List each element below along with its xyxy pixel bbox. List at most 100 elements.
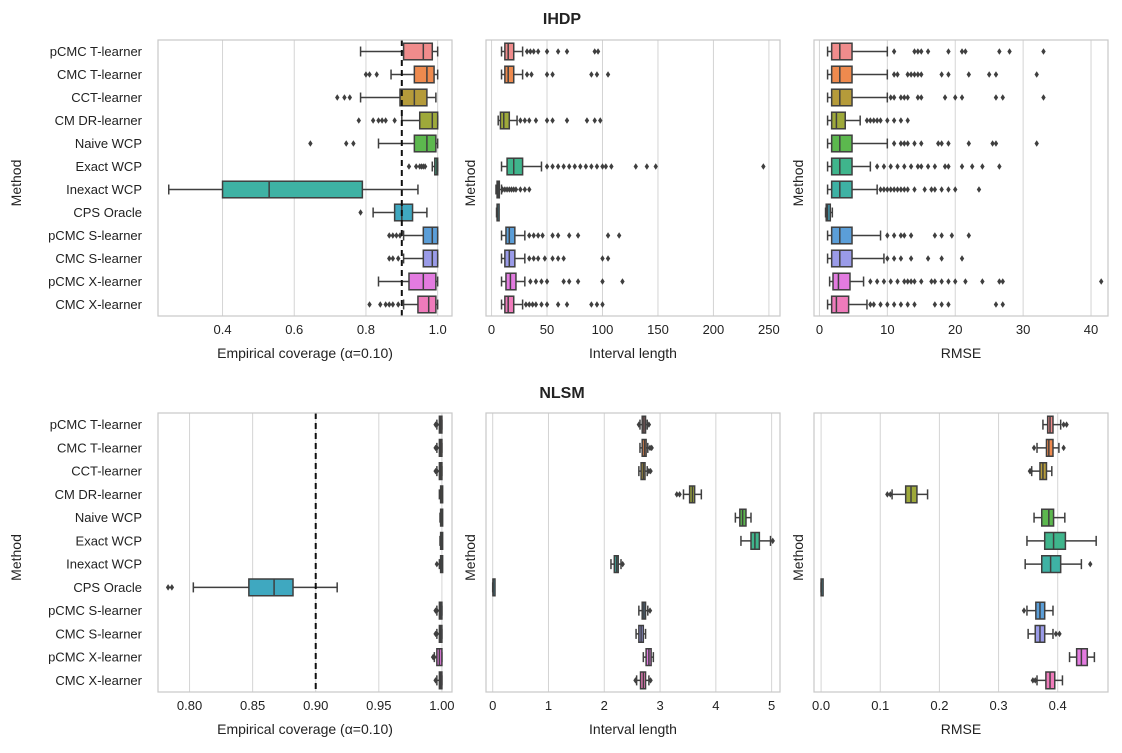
outlier-point [912, 186, 917, 193]
outlier-point [528, 278, 533, 285]
outlier-point [912, 301, 917, 308]
outlier-point [963, 48, 968, 55]
outlier-point [647, 607, 653, 614]
outlier-point [1021, 607, 1027, 614]
box-pcmc-t-learner [826, 42, 1046, 61]
outlier-point [434, 630, 440, 638]
outlier-point [912, 71, 917, 78]
outlier-point [1000, 301, 1005, 308]
panel-0: 0.4 0.6 0.8 1.0 Empirical coverage (α=0.10) p… [8, 39, 453, 361]
outlier-point [1099, 278, 1104, 285]
method-label: CMC T-learner [57, 67, 143, 82]
x-tick-label: 1 [545, 698, 552, 713]
x-tick-label: 40 [1084, 322, 1098, 337]
outlier-point [908, 163, 914, 170]
x-axis-label: RMSE [941, 345, 981, 361]
outlier-point [993, 301, 999, 308]
outlier-point [908, 278, 914, 285]
outlier-point [504, 186, 510, 193]
outlier-point [925, 163, 931, 170]
outlier-point [605, 255, 611, 262]
outlier-point [919, 48, 924, 55]
method-label: Inexact WCP [66, 182, 142, 197]
outlier-point [932, 163, 938, 170]
outlier-point [633, 677, 638, 684]
box-body [399, 88, 428, 107]
x-tick-label: 10 [880, 322, 894, 337]
outlier-point [413, 163, 419, 170]
outlier-point [919, 94, 924, 101]
outlier-point [390, 255, 396, 262]
outlier-point [1034, 71, 1039, 78]
outlier-point [881, 163, 887, 170]
outlier-point [1041, 94, 1046, 101]
box-body [504, 42, 515, 61]
outlier-point [942, 163, 948, 170]
outlier-point [502, 186, 508, 193]
box-cmc-x-learner [367, 295, 439, 314]
outlier-point [888, 278, 893, 285]
outlier-point [406, 163, 412, 170]
panel-4: 0 1 2 3 4 5 Interval length Method [462, 412, 781, 737]
outlier-point [874, 117, 880, 124]
outlier-point [575, 278, 581, 285]
outlier-point [898, 186, 904, 193]
box-naive-wcp [1033, 508, 1066, 527]
outlier-point [905, 140, 910, 147]
outlier-point [165, 584, 171, 591]
box-cmc-s-learner [500, 249, 611, 268]
outlier-point [594, 301, 600, 308]
outlier-point [966, 71, 972, 78]
box-body [413, 65, 435, 84]
box-cmc-t-learner [433, 438, 443, 457]
box-body [830, 134, 853, 153]
box-pcmc-t-learner [500, 42, 601, 61]
outlier-point [970, 163, 975, 170]
outlier-point [555, 232, 561, 239]
outlier-point [963, 278, 968, 285]
box-cm-dr-learner [356, 111, 439, 130]
outlier-point [905, 94, 910, 101]
outlier-point [946, 301, 951, 308]
box-cct-learner [335, 88, 437, 107]
outlier-point [942, 94, 948, 101]
outlier-point [169, 584, 175, 591]
x-axis-label: Empirical coverage (α=0.10) [217, 721, 393, 737]
outlier-point [902, 140, 907, 147]
outlier-point [533, 278, 539, 285]
outlier-point [308, 140, 313, 147]
outlier-point [564, 48, 570, 55]
x-tick-label: 0.4 [1049, 698, 1067, 713]
outlier-point [1064, 421, 1069, 428]
method-label: Inexact WCP [66, 557, 142, 572]
outlier-point [648, 677, 653, 684]
box-cmc-s-learner [387, 249, 439, 268]
outlier-point [649, 444, 654, 452]
box-pcmc-t-learner [359, 42, 439, 61]
outlier-point [561, 278, 566, 285]
outlier-point [511, 186, 516, 193]
method-label: Naive WCP [75, 136, 142, 151]
outlier-point [620, 278, 625, 285]
outlier-point [912, 140, 917, 147]
outlier-point [527, 117, 532, 124]
outlier-point [922, 186, 927, 193]
box-pcmc-x-learner [1068, 648, 1096, 667]
x-tick-label: 1.0 [429, 322, 447, 337]
x-tick-label: 0 [488, 322, 495, 337]
outlier-point [589, 301, 594, 308]
outlier-point [432, 653, 437, 661]
box-cmc-t-learner [500, 65, 611, 84]
outlier-point [518, 186, 523, 193]
axes-frame [157, 412, 453, 693]
outlier-point [1061, 421, 1066, 428]
method-label: pCMC S-learner [48, 228, 143, 243]
x-tick-label: 50 [540, 322, 554, 337]
outlier-point [864, 117, 870, 124]
method-label: CPS Oracle [73, 580, 142, 595]
outlier-point [535, 48, 541, 55]
outlier-point [636, 421, 642, 428]
x-tick-label: 30 [1016, 322, 1030, 337]
outlier-point [544, 301, 550, 308]
outlier-point [383, 301, 388, 308]
